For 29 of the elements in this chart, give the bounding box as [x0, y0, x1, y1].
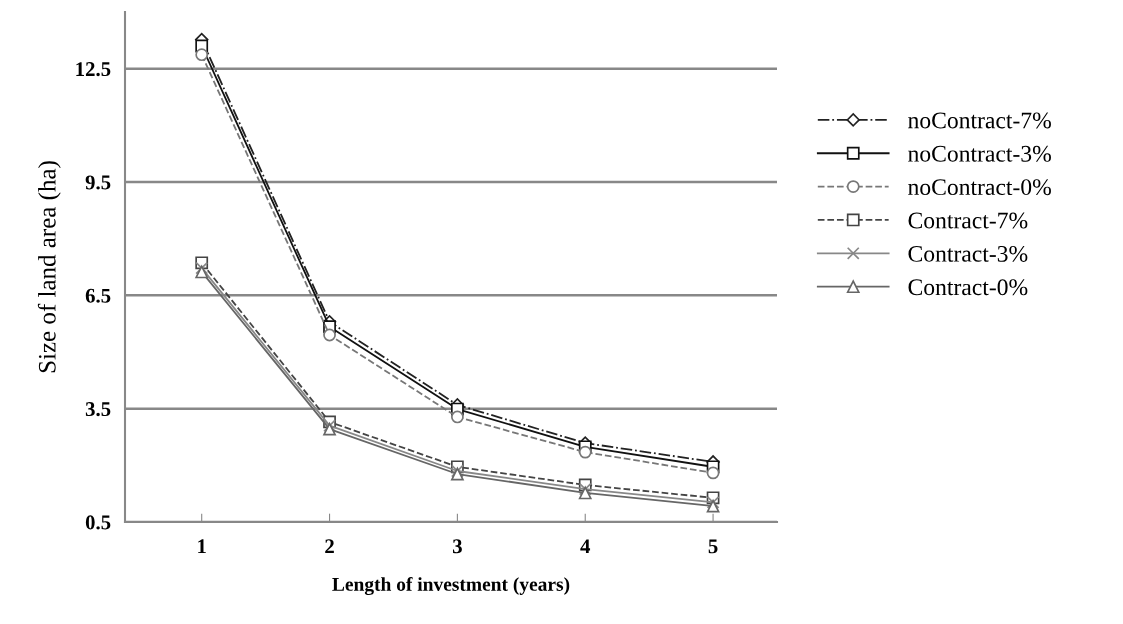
point — [706, 466, 720, 480]
x-axis-title: Length of investment (years) — [332, 577, 570, 595]
legend-label: noContract-0% — [908, 179, 1051, 196]
legend-label: noContract-3% — [908, 145, 1051, 162]
legend-label: Contract-3% — [908, 245, 1028, 262]
x-tick-label: 5 — [708, 539, 718, 554]
x-tick-label: 2 — [325, 539, 334, 554]
y-axis-title: Size of land area (ha) — [37, 161, 61, 373]
point — [578, 445, 592, 459]
legend-label: noContract-7% — [908, 112, 1051, 129]
point — [578, 486, 592, 500]
point — [323, 328, 336, 342]
point — [578, 482, 592, 496]
y-tick-label: 9.5 — [85, 175, 111, 190]
legend-label: Contract-7% — [908, 212, 1028, 229]
x-tick-label: 4 — [580, 539, 591, 554]
point — [195, 261, 209, 275]
point — [195, 265, 209, 279]
x-tick-label: 1 — [198, 539, 206, 554]
point — [195, 48, 209, 62]
point — [451, 410, 464, 424]
x-tick-label: 3 — [452, 539, 462, 554]
y-tick-label: 6.5 — [85, 288, 111, 303]
point — [706, 499, 720, 513]
y-tick-label: 0.5 — [85, 515, 111, 530]
y-tick-label: 3.5 — [85, 402, 111, 417]
y-tick-label: 12.5 — [76, 62, 111, 77]
legend-label: Contract-0% — [908, 279, 1028, 296]
point — [706, 495, 720, 509]
